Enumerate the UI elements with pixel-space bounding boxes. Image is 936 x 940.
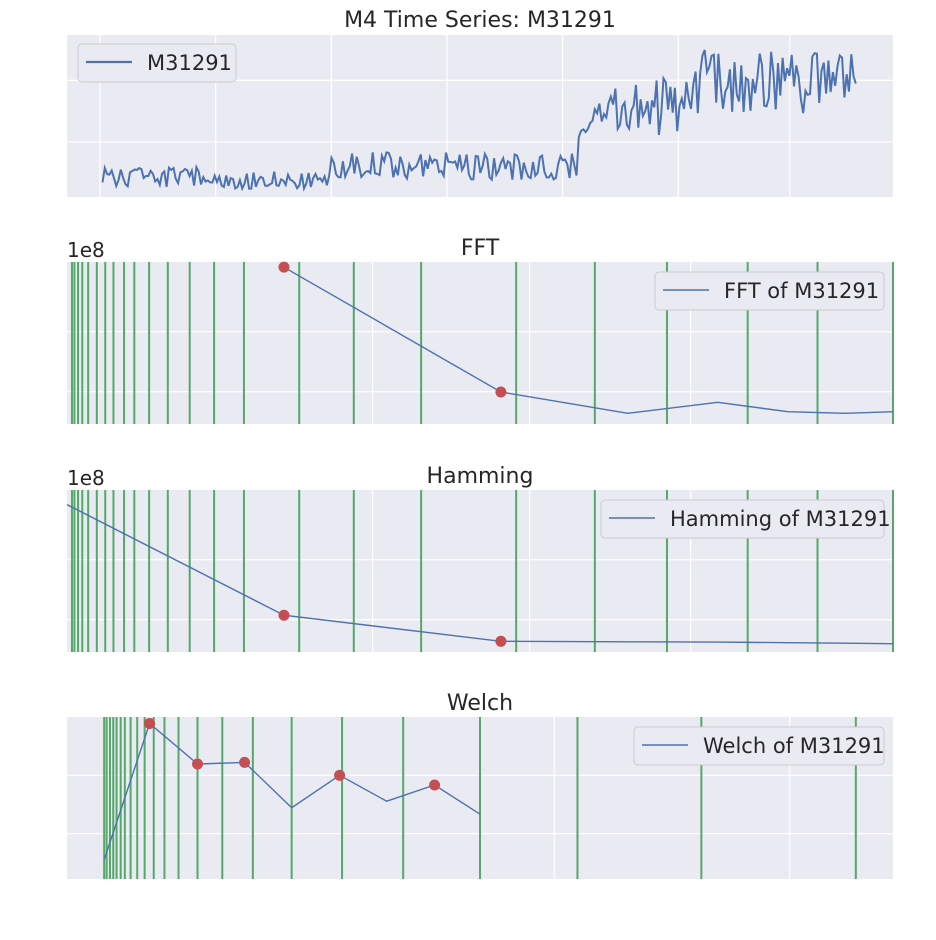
series-layer <box>66 503 894 645</box>
panel-fft: FFT 1e8 FFT of M31291 <box>67 236 894 424</box>
legend-label: FFT of M31291 <box>724 279 879 303</box>
vlines-layer <box>70 490 894 652</box>
legend-label: M31291 <box>147 51 232 75</box>
peak-point <box>192 758 204 770</box>
peak-point <box>495 635 507 647</box>
panel-welch: Welch Welch of M31291 <box>67 691 893 879</box>
legend-box <box>654 271 885 311</box>
peak-point <box>144 717 156 729</box>
peak-point <box>278 609 290 621</box>
panel-time-series: M4 Time Series: M31291 M31291 <box>67 8 893 197</box>
offset-label: 1e8 <box>67 466 105 490</box>
legend-label: Welch of M31291 <box>703 734 885 758</box>
peaks-layer <box>144 717 441 791</box>
chart-title: Hamming <box>427 464 534 489</box>
peak-point <box>334 769 346 781</box>
chart-title: M4 Time Series: M31291 <box>344 8 616 33</box>
chart-title: FFT <box>461 236 500 261</box>
peak-point <box>495 386 507 398</box>
legend-box <box>77 43 237 83</box>
grid <box>67 490 893 652</box>
legend-label: Hamming of M31291 <box>670 507 891 531</box>
peaks-layer <box>278 609 507 647</box>
panel-hamming: Hamming 1e8 Hamming of M31291 <box>66 464 894 652</box>
series-layer <box>101 49 857 192</box>
series-line <box>103 722 481 860</box>
vlines-layer <box>70 262 894 424</box>
legend-box <box>600 499 885 539</box>
series-line <box>101 49 857 192</box>
peak-point <box>239 756 251 768</box>
legend: FFT of M31291 <box>654 271 885 311</box>
series-layer <box>103 722 481 860</box>
peaks-layer <box>278 261 507 398</box>
series-line <box>66 503 894 645</box>
legend: Welch of M31291 <box>633 726 885 766</box>
peak-point <box>429 779 441 791</box>
legend: M31291 <box>77 43 237 83</box>
legend-box <box>633 726 885 766</box>
legend: Hamming of M31291 <box>600 499 891 539</box>
offset-label: 1e8 <box>67 238 105 262</box>
chart-title: Welch <box>447 691 513 716</box>
peak-point <box>278 261 290 273</box>
